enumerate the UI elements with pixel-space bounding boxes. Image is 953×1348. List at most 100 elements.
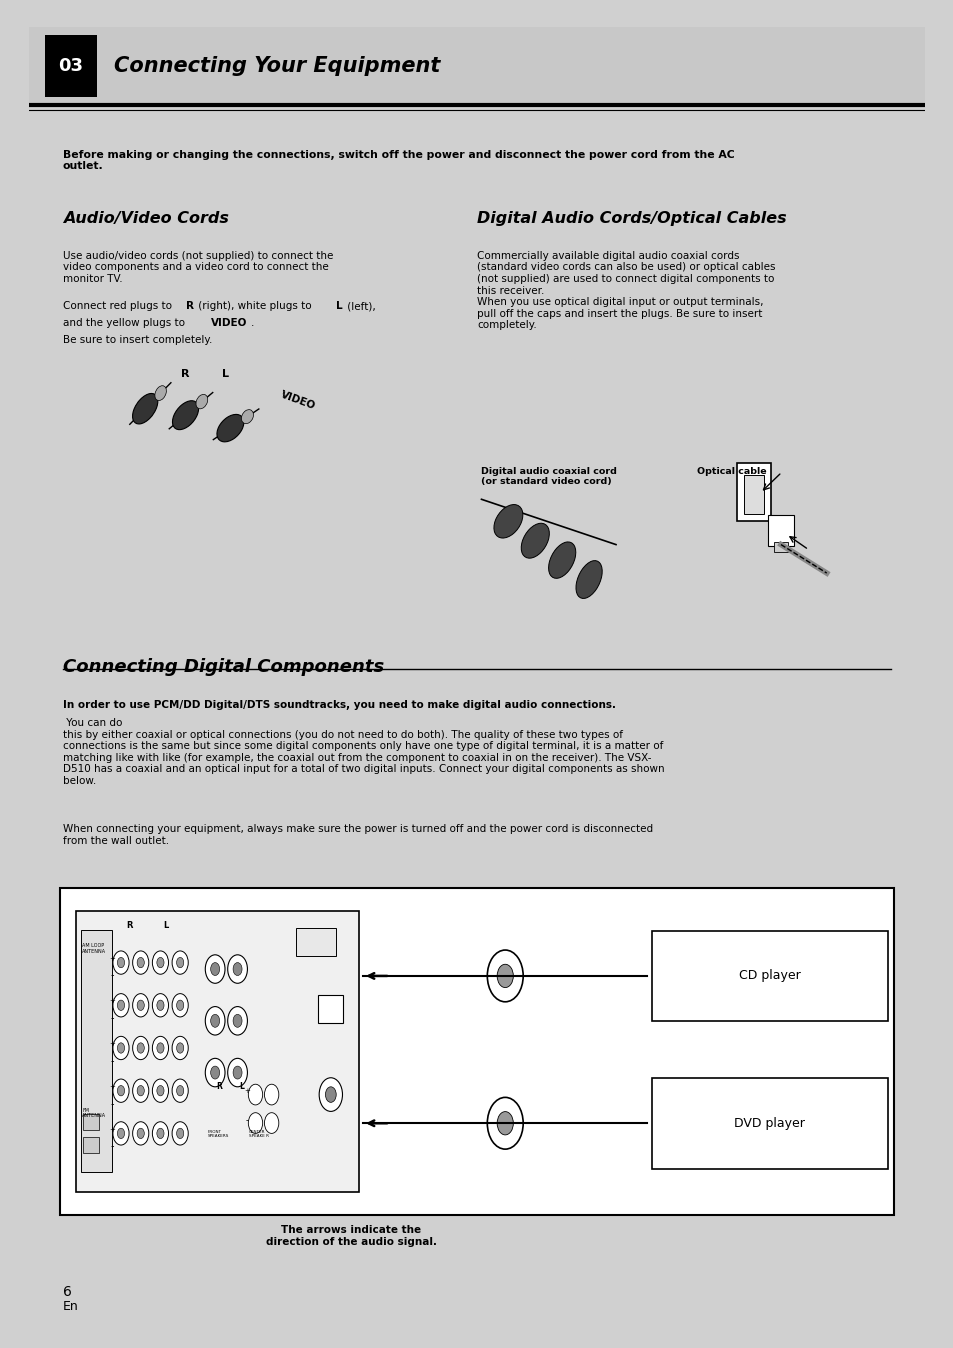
Text: and the yellow plugs to: and the yellow plugs to <box>63 318 188 328</box>
Circle shape <box>112 1037 129 1060</box>
Circle shape <box>205 954 225 983</box>
Circle shape <box>152 950 169 975</box>
Circle shape <box>112 993 129 1016</box>
Text: Digital audio coaxial cord
(or standard video cord): Digital audio coaxial cord (or standard … <box>481 466 617 487</box>
Text: 6: 6 <box>63 1285 71 1299</box>
Text: Be sure to insert completely.: Be sure to insert completely. <box>63 334 212 345</box>
Text: +: + <box>109 1127 114 1132</box>
Circle shape <box>112 1122 129 1144</box>
Circle shape <box>172 993 188 1016</box>
Circle shape <box>205 1007 225 1035</box>
Text: L: L <box>222 369 229 379</box>
Circle shape <box>117 957 125 968</box>
Circle shape <box>112 1078 129 1103</box>
Text: Optical cable: Optical cable <box>696 466 765 476</box>
Text: 03: 03 <box>58 57 83 74</box>
Circle shape <box>172 950 188 975</box>
Text: (right), white plugs to: (right), white plugs to <box>194 302 314 311</box>
Circle shape <box>228 1058 247 1086</box>
Circle shape <box>325 1086 335 1103</box>
Text: Connecting Your Equipment: Connecting Your Equipment <box>113 55 439 75</box>
Ellipse shape <box>576 561 601 599</box>
Circle shape <box>172 1037 188 1060</box>
Circle shape <box>176 957 184 968</box>
Text: R: R <box>185 302 193 311</box>
Circle shape <box>132 1122 149 1144</box>
Circle shape <box>156 1043 164 1053</box>
FancyBboxPatch shape <box>773 542 787 553</box>
Circle shape <box>228 954 247 983</box>
Text: +: + <box>109 999 114 1004</box>
Circle shape <box>172 1122 188 1144</box>
Text: R: R <box>181 369 190 379</box>
Circle shape <box>176 1043 184 1053</box>
Text: Use audio/video cords (not supplied) to connect the
video components and a video: Use audio/video cords (not supplied) to … <box>63 251 333 284</box>
Circle shape <box>137 1128 144 1139</box>
Text: Connecting Digital Components: Connecting Digital Components <box>63 658 383 677</box>
Circle shape <box>172 1078 188 1103</box>
Circle shape <box>487 950 522 1002</box>
Text: R: R <box>216 1081 222 1091</box>
Circle shape <box>211 1014 219 1027</box>
FancyBboxPatch shape <box>318 995 343 1023</box>
Text: Digital Audio Cords/Optical Cables: Digital Audio Cords/Optical Cables <box>476 210 786 225</box>
Text: En: En <box>63 1301 78 1313</box>
Text: In order to use PCM/DD Digital/DTS soundtracks, you need to make digital audio c: In order to use PCM/DD Digital/DTS sound… <box>63 700 615 710</box>
Circle shape <box>152 1122 169 1144</box>
Ellipse shape <box>216 414 244 442</box>
Circle shape <box>137 1043 144 1053</box>
Circle shape <box>137 1085 144 1096</box>
Text: AM LOOP
ANTENNA: AM LOOP ANTENNA <box>82 944 107 954</box>
Circle shape <box>156 957 164 968</box>
Circle shape <box>132 950 149 975</box>
Text: CENTER
SPEAKE R: CENTER SPEAKE R <box>249 1130 269 1138</box>
Circle shape <box>132 1078 149 1103</box>
Circle shape <box>264 1084 278 1105</box>
Circle shape <box>137 1000 144 1011</box>
Text: VIDEO: VIDEO <box>279 390 317 411</box>
Text: VIDEO: VIDEO <box>211 318 247 328</box>
FancyBboxPatch shape <box>29 27 924 105</box>
Text: FRONT
SPEAKERS: FRONT SPEAKERS <box>208 1130 229 1138</box>
FancyBboxPatch shape <box>767 515 794 546</box>
Text: .: . <box>251 318 254 328</box>
FancyBboxPatch shape <box>76 911 358 1192</box>
FancyBboxPatch shape <box>651 1078 887 1169</box>
Ellipse shape <box>172 400 198 430</box>
FancyBboxPatch shape <box>737 464 770 522</box>
Circle shape <box>137 957 144 968</box>
Text: CD player: CD player <box>739 969 800 983</box>
FancyBboxPatch shape <box>60 887 893 1215</box>
Circle shape <box>176 1000 184 1011</box>
FancyBboxPatch shape <box>743 474 763 514</box>
Ellipse shape <box>195 395 208 408</box>
Text: -: - <box>111 1055 113 1066</box>
Text: You can do
this by either coaxial or optical connections (you do not need to do : You can do this by either coaxial or opt… <box>63 718 663 786</box>
Ellipse shape <box>132 394 157 425</box>
Circle shape <box>497 1112 513 1135</box>
Ellipse shape <box>241 410 253 423</box>
Circle shape <box>176 1085 184 1096</box>
Text: The arrows indicate the
direction of the audio signal.: The arrows indicate the direction of the… <box>266 1225 436 1247</box>
Text: +: + <box>109 1041 114 1047</box>
Circle shape <box>205 1058 225 1086</box>
Circle shape <box>497 964 513 988</box>
Text: (left),: (left), <box>344 302 375 311</box>
Circle shape <box>228 1007 247 1035</box>
Circle shape <box>152 993 169 1016</box>
Text: L: L <box>239 1081 244 1091</box>
Circle shape <box>233 1066 242 1078</box>
Text: L: L <box>163 921 169 930</box>
Circle shape <box>248 1112 262 1134</box>
Text: Before making or changing the connections, switch off the power and disconnect t: Before making or changing the connection… <box>63 150 734 171</box>
Circle shape <box>132 1037 149 1060</box>
Ellipse shape <box>548 542 576 578</box>
Text: Audio/Video Cords: Audio/Video Cords <box>63 210 229 225</box>
Ellipse shape <box>494 504 522 538</box>
Circle shape <box>233 1014 242 1027</box>
Text: -: - <box>111 971 113 980</box>
Circle shape <box>233 962 242 976</box>
Circle shape <box>132 993 149 1016</box>
Circle shape <box>248 1084 262 1105</box>
Circle shape <box>156 1128 164 1139</box>
